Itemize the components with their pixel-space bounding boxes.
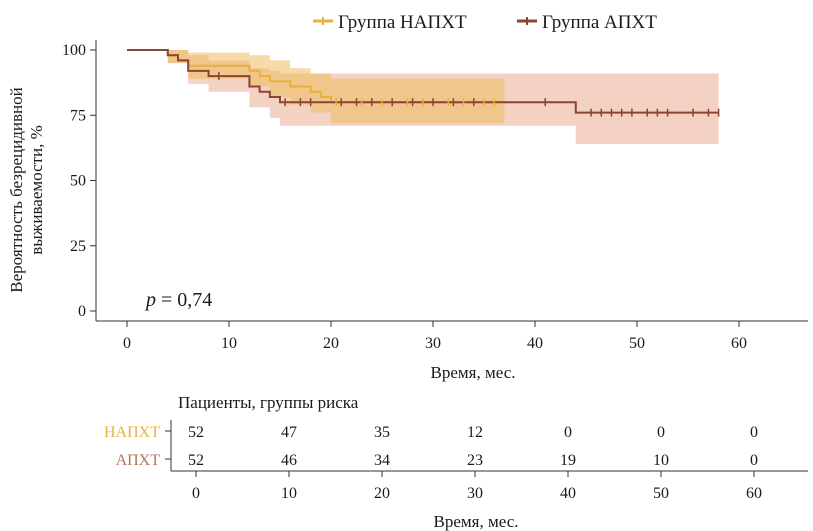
risk-x-tick-label: 40 — [560, 485, 576, 502]
y-tick-label: 0 — [78, 303, 86, 320]
y-tick-label: 25 — [70, 238, 86, 255]
legend-entry-apkht: Группа АПХТ — [517, 12, 657, 33]
risk-x-tick-label: 30 — [467, 485, 483, 502]
confidence-band-napkht — [127, 50, 505, 124]
risk-x-tick-label: 10 — [281, 485, 297, 502]
x-tick-label: 50 — [629, 335, 645, 352]
confidence-bands — [127, 50, 719, 144]
x-tick-label: 0 — [123, 335, 131, 352]
risk-cell: 0 — [564, 424, 572, 441]
y-axis-label-line2: выживаемости, % — [27, 125, 46, 255]
survival-curve-apkht — [127, 49, 719, 114]
risk-cell: 35 — [374, 424, 390, 441]
risk-cell: 0 — [750, 452, 758, 469]
y-tick-label: 50 — [70, 173, 86, 190]
y-tick-label: 75 — [70, 107, 86, 124]
risk-cell: 0 — [657, 424, 665, 441]
risk-cell: 10 — [653, 452, 669, 469]
risk-x-tick-label: 60 — [746, 485, 762, 502]
risk-cell: 12 — [467, 424, 483, 441]
risk-table: НАПХТ 52 47 35 12 0 0 0 АПХТ 52 46 34 23 19 10 0 0 10 20 30… — [104, 424, 762, 502]
x-tick-label: 60 — [731, 335, 747, 352]
risk-cell: 46 — [281, 452, 297, 469]
x-tick-label: 30 — [425, 335, 441, 352]
risk-cell: 19 — [560, 452, 576, 469]
y-axis-ticks: 0 25 50 75 100 — [62, 42, 96, 320]
censor-marks — [218, 72, 720, 117]
legend-label-napkht: Группа НАПХТ — [338, 12, 467, 33]
x-tick-label: 20 — [323, 335, 339, 352]
legend-label-apkht: Группа АПХТ — [542, 12, 657, 33]
risk-row-label-apkht: АПХТ — [116, 452, 161, 469]
x-tick-label: 10 — [221, 335, 237, 352]
risk-x-tick-label: 50 — [653, 485, 669, 502]
x-tick-label: 40 — [527, 335, 543, 352]
risk-cell: 52 — [188, 452, 204, 469]
risk-cell: 0 — [750, 424, 758, 441]
x-axis-ticks: 0 10 20 30 40 50 60 — [123, 321, 747, 352]
risk-cell: 52 — [188, 424, 204, 441]
x-axis-label: Время, мес. — [431, 363, 516, 382]
risk-cell: 23 — [467, 452, 483, 469]
risk-cell: 47 — [281, 424, 297, 441]
y-tick-label: 100 — [62, 42, 86, 59]
risk-x-tick-label: 20 — [374, 485, 390, 502]
legend-entry-napkht: Группа НАПХТ — [313, 12, 467, 33]
risk-x-tick-label: 0 — [192, 485, 200, 502]
risk-cell: 34 — [374, 452, 390, 469]
risk-row-label-napkht: НАПХТ — [104, 424, 160, 441]
legend: Группа НАПХТ Группа АПХТ — [313, 12, 657, 33]
survival-curves — [127, 49, 719, 114]
risk-table-x-axis-label: Время, мес. — [434, 512, 519, 531]
y-axis-label-line1: Вероятность безрецидивной — [7, 87, 26, 292]
p-value-annotation: p = 0,74 — [144, 289, 212, 311]
risk-table-title: Пациенты, группы риска — [178, 393, 359, 412]
